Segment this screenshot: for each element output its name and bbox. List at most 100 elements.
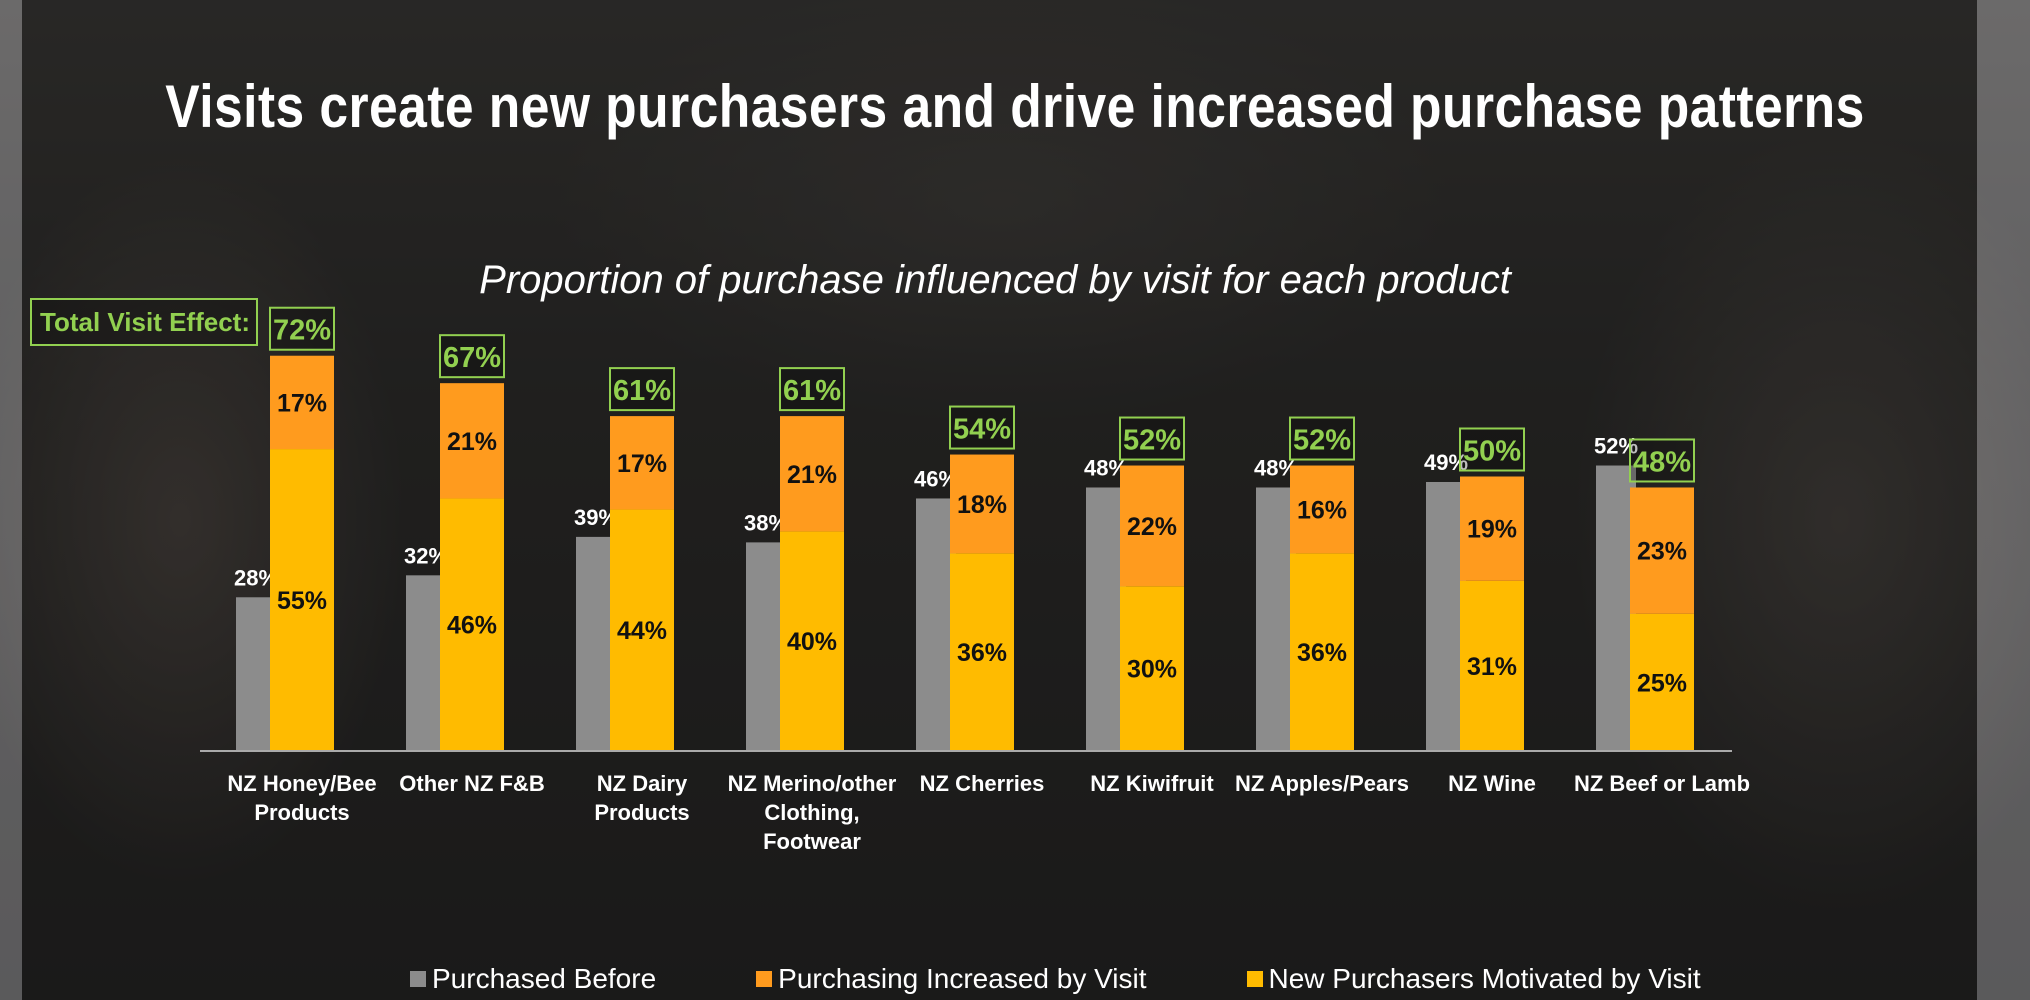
bar-purchased-before [236, 597, 276, 751]
category-label-line: NZ Beef or Lamb [1574, 771, 1750, 796]
category-label-line: NZ Cherries [920, 771, 1045, 796]
bar-new-purchasers [950, 553, 1014, 751]
bar-purchased-before [746, 542, 786, 751]
label-new-purchasers: 44% [617, 617, 667, 645]
total-effect-box [1459, 427, 1525, 472]
legend-swatch [1246, 971, 1263, 987]
label-increased: 23% [1637, 538, 1687, 566]
category-label: NZ Beef or Lamb [1574, 771, 1750, 796]
category-label-line: NZ Dairy [597, 771, 688, 796]
bar-purchased-before [916, 498, 956, 751]
category-label-line: NZ Wine [1448, 771, 1536, 796]
label-increased: 17% [617, 450, 667, 478]
legend-item: Purchasing Increased by Visit [756, 963, 1147, 995]
legend-swatch [756, 971, 773, 987]
category-label: Other NZ F&B [399, 771, 544, 796]
legend-label: New Purchasers Motivated by Visit [1268, 963, 1701, 994]
total-effect-box [1119, 416, 1185, 461]
category-label-line: NZ Kiwifruit [1090, 771, 1214, 796]
bar-purchased-before [1596, 465, 1636, 751]
chart-legend: Purchased Before Purchasing Increased by … [410, 962, 1801, 996]
label-new-purchasers: 55% [277, 587, 327, 615]
bar-increased [270, 355, 334, 450]
bar-new-purchasers [610, 509, 674, 751]
total-effect-value: 72% [273, 315, 331, 347]
slide-edge-left [0, 0, 22, 1000]
total-visit-effect-label: Total Visit Effect: [40, 307, 250, 337]
category-label: NZ Merino/other Clothing, Footwear [728, 771, 897, 854]
slide-edge-right [1977, 0, 2030, 1000]
category-label-line: Other NZ F&B [399, 771, 544, 796]
total-effect-value: 61% [613, 375, 671, 407]
total-effect-value: 54% [953, 414, 1011, 446]
label-increased: 22% [1127, 513, 1177, 541]
bar-increased [1630, 487, 1694, 614]
label-increased: 21% [447, 428, 497, 456]
label-new-purchasers: 36% [957, 639, 1007, 667]
slide-title: Visits create new purchasers and drive i… [165, 73, 1865, 140]
label-new-purchasers: 40% [787, 628, 837, 656]
bar-new-purchasers [1120, 586, 1184, 751]
category-label-line: Products [594, 800, 689, 825]
bar-new-purchasers [1460, 580, 1524, 751]
label-increased: 18% [957, 491, 1007, 519]
total-effect-value: 61% [783, 375, 841, 407]
category-label-line: Footwear [763, 829, 861, 854]
total-effect-box [949, 405, 1015, 450]
legend-swatch [410, 971, 426, 987]
category-label: NZ Kiwifruit [1090, 771, 1214, 796]
bar-new-purchasers [270, 449, 334, 751]
total-effect-box [439, 334, 505, 379]
total-effect-box [1629, 438, 1695, 483]
label-increased: 16% [1297, 496, 1347, 524]
legend-item: Purchased Before [410, 963, 656, 995]
bar-new-purchasers [1290, 553, 1354, 751]
bar-purchased-before [1426, 481, 1466, 751]
total-effect-value: 52% [1123, 425, 1181, 457]
label-new-purchasers: 36% [1297, 639, 1347, 667]
category-label: NZ Honey/Bee Products [227, 771, 376, 825]
bar-increased [780, 416, 844, 532]
category-label: NZ Apples/Pears [1235, 771, 1409, 796]
bar-increased [950, 454, 1014, 554]
bar-new-purchasers [1630, 613, 1694, 751]
total-effect-box [1289, 416, 1355, 461]
label-increased: 19% [1467, 516, 1517, 544]
category-label-line: NZ Honey/Bee [227, 771, 376, 796]
total-effect-box [609, 367, 675, 412]
bar-new-purchasers [780, 531, 844, 751]
legend-item: New Purchasers Motivated by Visit [1246, 963, 1701, 995]
bar-new-purchasers [440, 498, 504, 751]
label-increased: 17% [277, 389, 327, 417]
chart-subtitle: Proportion of purchase influenced by vis… [479, 258, 1511, 302]
bar-purchased-before [1256, 487, 1296, 751]
bar-increased [440, 383, 504, 499]
category-label: NZ Cherries [920, 771, 1045, 796]
total-effect-value: 67% [443, 342, 501, 374]
total-effect-box [269, 306, 335, 351]
category-label: NZ Wine [1448, 771, 1536, 796]
label-new-purchasers: 30% [1127, 656, 1177, 684]
label-increased: 21% [787, 461, 837, 489]
bar-purchased-before [406, 575, 446, 751]
total-effect-box [779, 367, 845, 412]
total-visit-effect-label-box [30, 298, 258, 346]
bar-purchased-before [576, 536, 616, 751]
bar-purchased-before [1086, 487, 1126, 751]
legend-label: Purchasing Increased by Visit [778, 963, 1147, 994]
category-label-line: Products [254, 800, 349, 825]
total-effect-value: 52% [1293, 425, 1351, 457]
label-new-purchasers: 25% [1637, 669, 1687, 697]
label-new-purchasers: 46% [447, 612, 497, 640]
category-label-line: Clothing, [764, 800, 859, 825]
bar-increased [1120, 465, 1184, 587]
legend-label: Purchased Before [432, 963, 657, 994]
bar-increased [610, 416, 674, 510]
bar-increased [1460, 476, 1524, 581]
category-label-line: NZ Merino/other [728, 771, 897, 796]
total-effect-value: 48% [1633, 446, 1691, 478]
category-label-line: NZ Apples/Pears [1235, 771, 1409, 796]
label-new-purchasers: 31% [1467, 653, 1517, 681]
category-label: NZ Dairy Products [594, 771, 689, 825]
